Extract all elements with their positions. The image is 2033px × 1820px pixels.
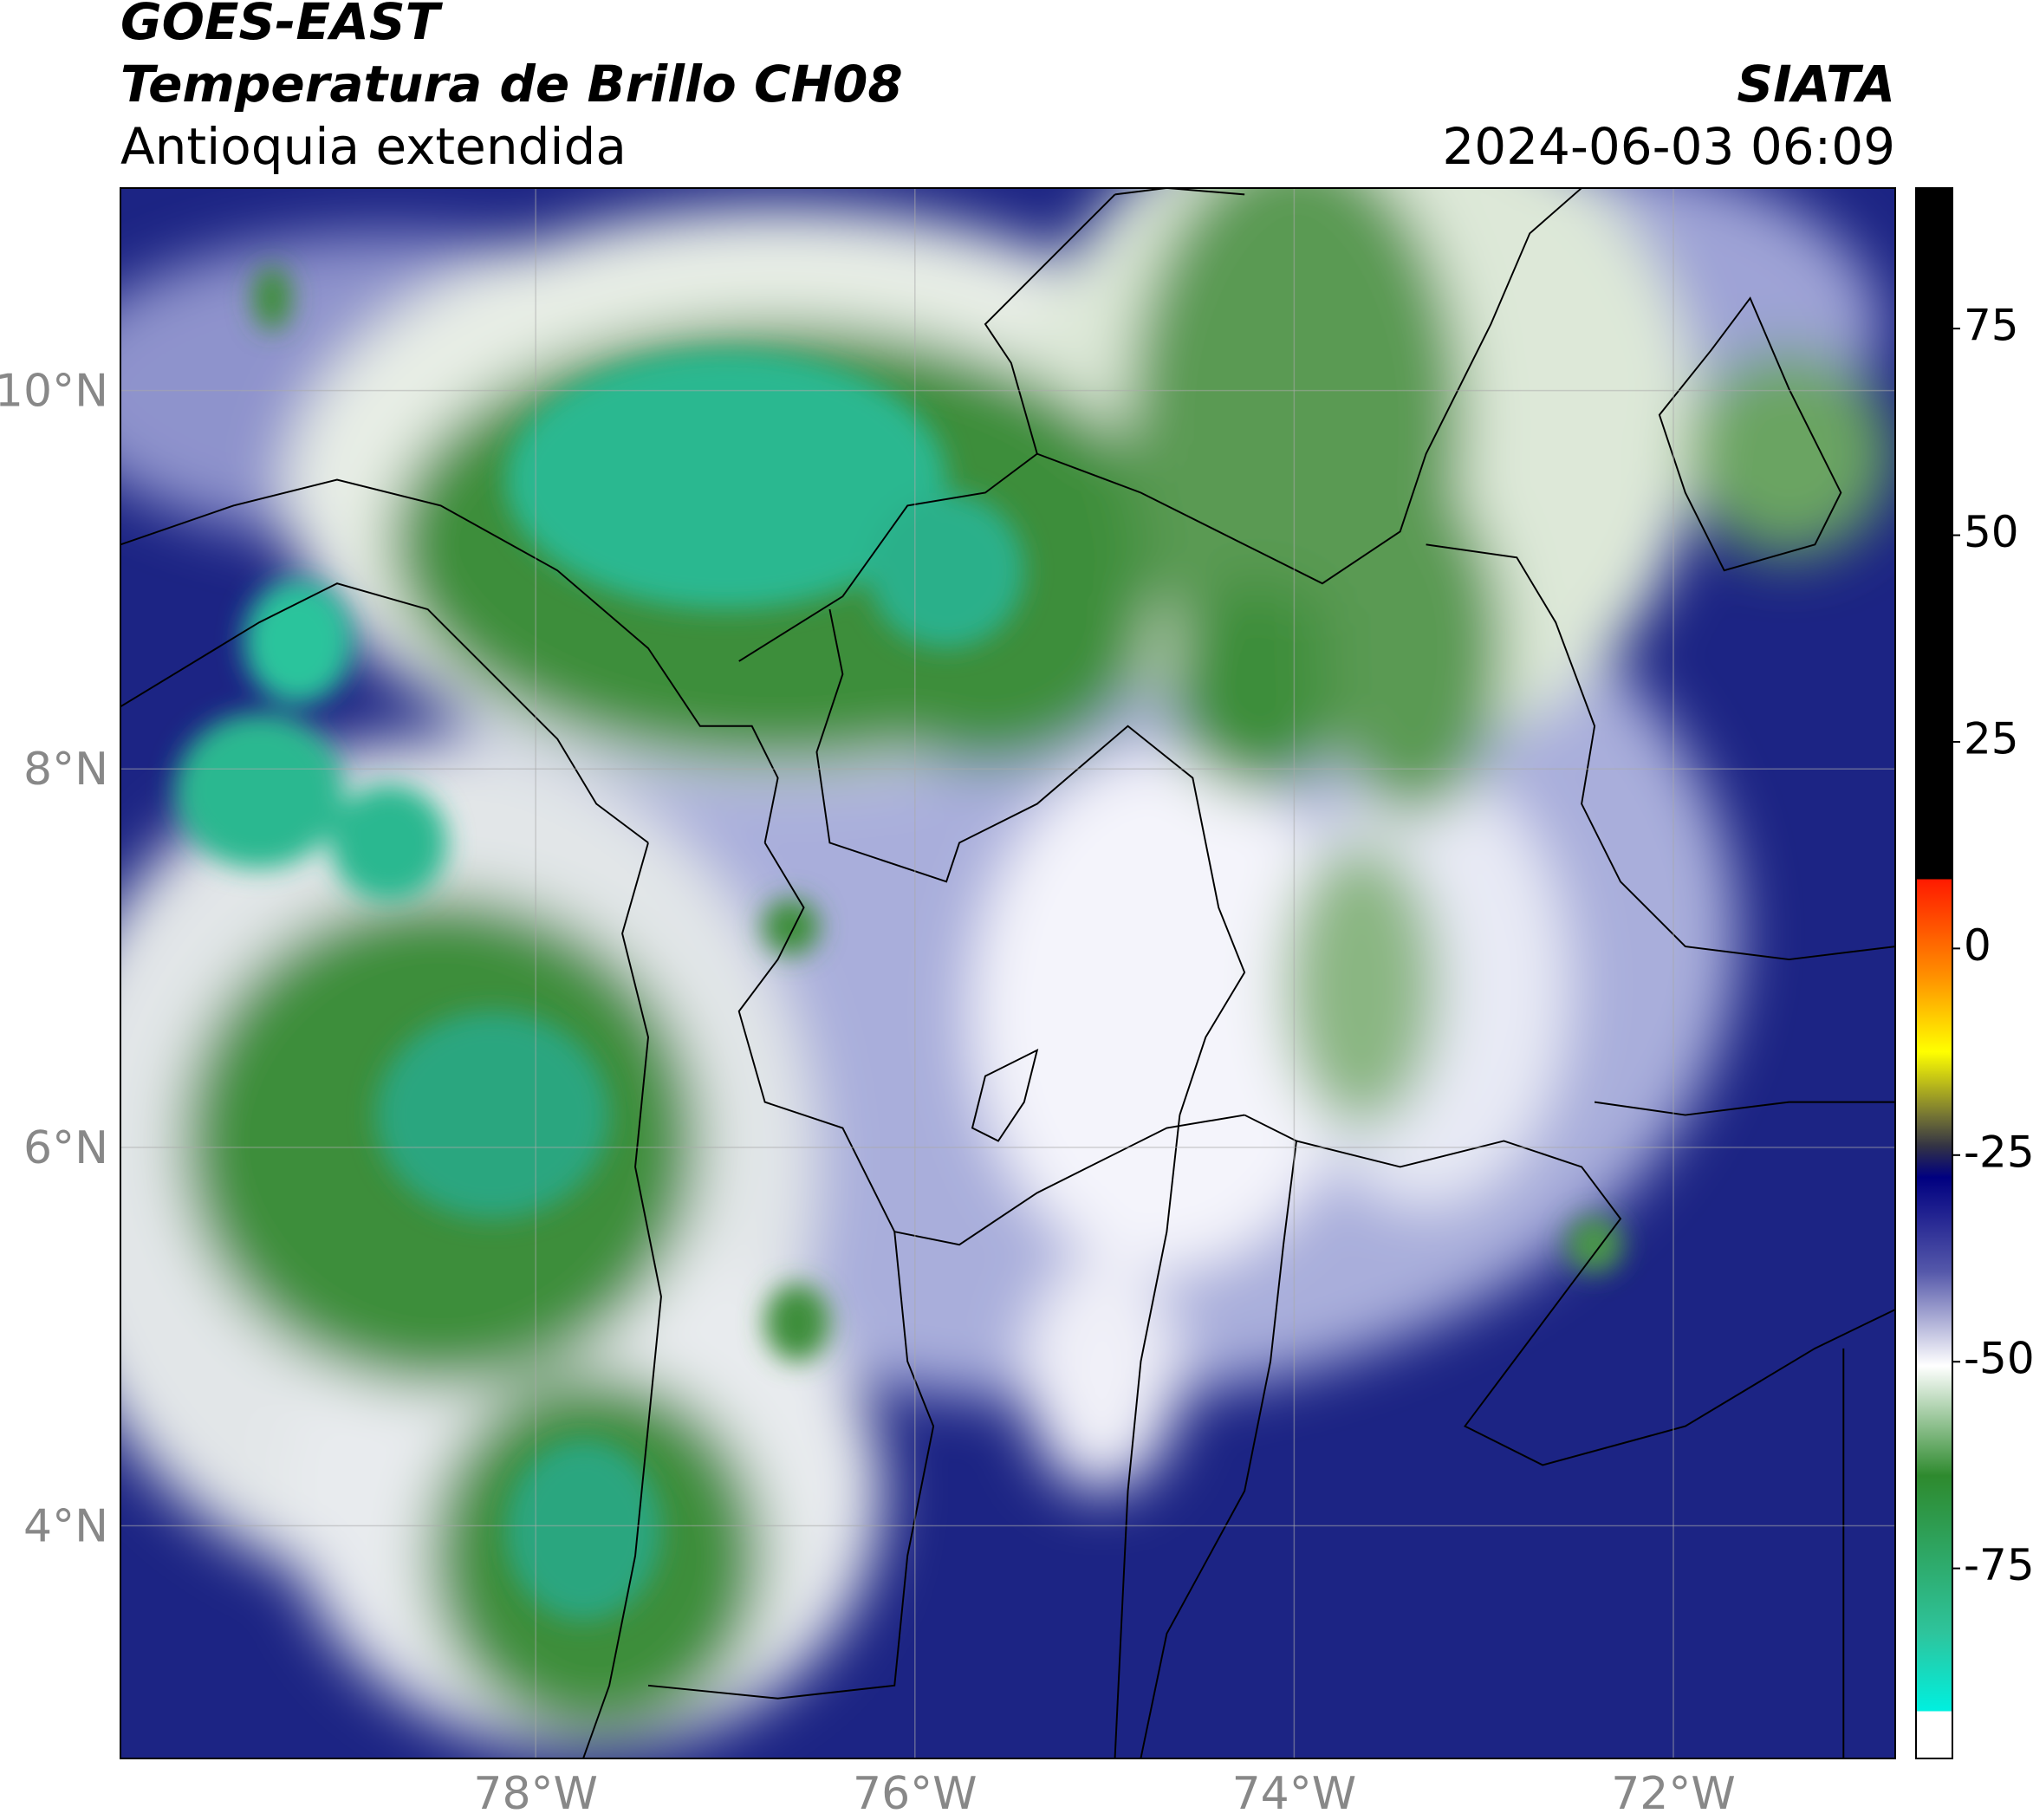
colorbar-label: -25 <box>1964 1127 2033 1177</box>
colorbar-label: -50 <box>1964 1334 2033 1384</box>
subtitle: Temperatura de Brillo CH08 <box>120 55 903 114</box>
colorbar-label: 50 <box>1964 507 2019 557</box>
map-frame <box>120 187 1896 1759</box>
source: SIATA <box>1737 55 1895 114</box>
lon-label: 74°W <box>1232 1768 1357 1820</box>
lon-label: 78°W <box>473 1768 598 1820</box>
lon-label: 72°W <box>1611 1768 1736 1820</box>
datetime: 2024-06-03 06:09 <box>1442 117 1895 176</box>
lat-label: 10°N <box>0 366 108 418</box>
satellite-image <box>120 188 1895 1758</box>
lat-label: 8°N <box>23 744 108 796</box>
colorbar-label: 0 <box>1964 920 1991 971</box>
lat-label: 4°N <box>23 1500 108 1552</box>
colorbar-label: -75 <box>1964 1540 2033 1590</box>
colorbar-label: 75 <box>1964 301 2019 351</box>
colorbar-label: 25 <box>1964 713 2019 764</box>
colorbar <box>1915 187 1953 1759</box>
lat-label: 6°N <box>23 1122 108 1174</box>
graticule <box>120 188 1895 1758</box>
region: Antioquia extendida <box>120 117 627 176</box>
title: GOES-EAST <box>120 0 444 51</box>
lon-label: 76°W <box>853 1768 978 1820</box>
boundaries <box>120 188 1895 1758</box>
